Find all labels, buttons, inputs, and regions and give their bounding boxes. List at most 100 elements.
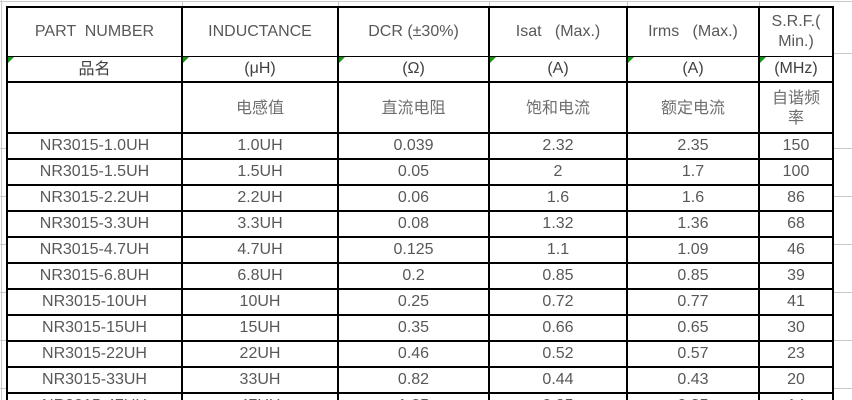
unit-label: 品名 bbox=[78, 59, 111, 79]
comment-indicator-icon bbox=[9, 57, 14, 63]
cell-dcr: 0.46 bbox=[337, 340, 490, 368]
cell-dcr: 0.039 bbox=[337, 132, 490, 160]
cell-dcr: 0.2 bbox=[337, 262, 490, 290]
cell-srf: 150 bbox=[758, 132, 834, 160]
table-row: NR3015-10UH 10UH 0.25 0.72 0.77 41 bbox=[6, 288, 834, 316]
cell-part-number: NR3015-1.0UH bbox=[6, 132, 183, 160]
gridline bbox=[489, 1, 490, 7]
cell-dcr: 0.05 bbox=[337, 158, 490, 186]
cell-isat: 0.72 bbox=[488, 288, 628, 316]
col-header-dcr: DCR (±30%) bbox=[337, 6, 490, 57]
cell-irms: 0.77 bbox=[626, 288, 760, 316]
gridline bbox=[0, 292, 7, 293]
table-row: NR3015-4.7UH 4.7UH 0.125 1.1 1.09 46 bbox=[6, 236, 834, 264]
comment-indicator-icon bbox=[491, 57, 496, 63]
table-row: NR3015-1.5UH 1.5UH 0.05 2 1.7 100 bbox=[6, 158, 834, 186]
cell-part-number: NR3015-15UH bbox=[6, 314, 183, 342]
cell-srf: 86 bbox=[758, 184, 834, 212]
cell-inductance: 33UH bbox=[181, 366, 339, 394]
cell-isat: 0.52 bbox=[488, 340, 628, 368]
comment-indicator-icon bbox=[629, 57, 634, 63]
gridline bbox=[833, 388, 852, 389]
cell-part-number: NR3015-47UH bbox=[6, 392, 183, 400]
cell-srf: 39 bbox=[758, 262, 834, 290]
table-row: NR3015-33UH 33UH 0.82 0.44 0.43 20 bbox=[6, 366, 834, 394]
cell-part-number: NR3015-1.5UH bbox=[6, 158, 183, 186]
cell-isat: 0.35 bbox=[488, 392, 628, 400]
cell-isat: 2 bbox=[488, 158, 628, 186]
col-header-srf: S.R.F.( Min.) bbox=[758, 6, 834, 57]
gridline bbox=[0, 340, 7, 341]
cn-header-srf: 自谐频 率 bbox=[758, 81, 834, 134]
cn-header-inductance: 电感值 bbox=[181, 81, 339, 134]
gridline bbox=[759, 1, 760, 7]
unit-cell-a-irms: (A) bbox=[626, 56, 760, 83]
unit-label: (A) bbox=[547, 60, 569, 78]
comment-indicator-icon bbox=[761, 57, 766, 63]
gridline bbox=[833, 340, 852, 341]
cell-inductance: 6.8UH bbox=[181, 262, 339, 290]
unit-label: (A) bbox=[682, 60, 704, 78]
cell-srf: 100 bbox=[758, 158, 834, 186]
col-header-isat: Isat (Max.) bbox=[488, 6, 628, 57]
inductor-spec-table: PART NUMBER INDUCTANCE DCR (±30%) Isat (… bbox=[6, 6, 834, 400]
cell-dcr: 0.25 bbox=[337, 288, 490, 316]
table-row: NR3015-1.0UH 1.0UH 0.039 2.32 2.35 150 bbox=[6, 132, 834, 160]
cell-inductance: 47UH bbox=[181, 392, 339, 400]
cell-part-number: NR3015-2.2UH bbox=[6, 184, 183, 212]
header-row-chinese: 电感值 直流电阻 饱和电流 额定电流 自谐频 率 bbox=[6, 81, 834, 134]
cell-dcr: 0.125 bbox=[337, 236, 490, 264]
table-row: NR3015-6.8UH 6.8UH 0.2 0.85 0.85 39 bbox=[6, 262, 834, 290]
cell-srf: 14 bbox=[758, 392, 834, 400]
cell-dcr: 0.82 bbox=[337, 366, 490, 394]
gridline bbox=[0, 244, 7, 245]
cell-irms: 0.35 bbox=[626, 392, 760, 400]
unit-cell-uh: (μH) bbox=[181, 56, 339, 83]
cell-isat: 0.66 bbox=[488, 314, 628, 342]
cell-dcr: 0.35 bbox=[337, 314, 490, 342]
unit-cell-mhz: (MHz) bbox=[758, 56, 834, 83]
table-row: NR3015-22UH 22UH 0.46 0.52 0.57 23 bbox=[6, 340, 834, 368]
cell-irms: 1.6 bbox=[626, 184, 760, 212]
cell-isat: 1.6 bbox=[488, 184, 628, 212]
table-row: NR3015-15UH 15UH 0.35 0.66 0.65 30 bbox=[6, 314, 834, 342]
gridline bbox=[182, 1, 183, 7]
cell-irms: 0.43 bbox=[626, 366, 760, 394]
cell-inductance: 1.0UH bbox=[181, 132, 339, 160]
cn-header-irms: 额定电流 bbox=[626, 81, 760, 134]
cell-inductance: 3.3UH bbox=[181, 210, 339, 238]
table-row: NR3015-3.3UH 3.3UH 0.08 1.32 1.36 68 bbox=[6, 210, 834, 238]
cell-part-number: NR3015-3.3UH bbox=[6, 210, 183, 238]
unit-cell-ohm: (Ω) bbox=[337, 56, 490, 83]
cell-dcr: 0.06 bbox=[337, 184, 490, 212]
cell-inductance: 2.2UH bbox=[181, 184, 339, 212]
gridline bbox=[0, 1, 852, 2]
cell-part-number: NR3015-4.7UH bbox=[6, 236, 183, 264]
unit-cell-part-name: 品名 bbox=[6, 56, 183, 83]
cell-dcr: 0.08 bbox=[337, 210, 490, 238]
unit-label: (MHz) bbox=[774, 60, 818, 78]
cell-srf: 30 bbox=[758, 314, 834, 342]
header-row-units: 品名 (μH) (Ω) (A) (A) (MHz) bbox=[6, 56, 834, 83]
gridline bbox=[833, 292, 852, 293]
cell-irms: 1.7 bbox=[626, 158, 760, 186]
cell-isat: 2.32 bbox=[488, 132, 628, 160]
gridline bbox=[627, 1, 628, 7]
cell-part-number: NR3015-10UH bbox=[6, 288, 183, 316]
cell-irms: 1.36 bbox=[626, 210, 760, 238]
gridline bbox=[833, 53, 852, 54]
cell-srf: 46 bbox=[758, 236, 834, 264]
gridline bbox=[0, 148, 7, 149]
gridline bbox=[0, 388, 7, 389]
unit-label: (Ω) bbox=[402, 60, 425, 78]
cn-header-isat: 饱和电流 bbox=[488, 81, 628, 134]
cell-part-number: NR3015-33UH bbox=[6, 366, 183, 394]
cell-irms: 2.35 bbox=[626, 132, 760, 160]
cell-part-number: NR3015-22UH bbox=[6, 340, 183, 368]
cell-irms: 1.09 bbox=[626, 236, 760, 264]
gridline bbox=[833, 196, 852, 197]
col-header-part-number: PART NUMBER bbox=[6, 6, 183, 57]
header-row-english: PART NUMBER INDUCTANCE DCR (±30%) Isat (… bbox=[6, 6, 834, 57]
cell-srf: 20 bbox=[758, 366, 834, 394]
cell-isat: 1.1 bbox=[488, 236, 628, 264]
